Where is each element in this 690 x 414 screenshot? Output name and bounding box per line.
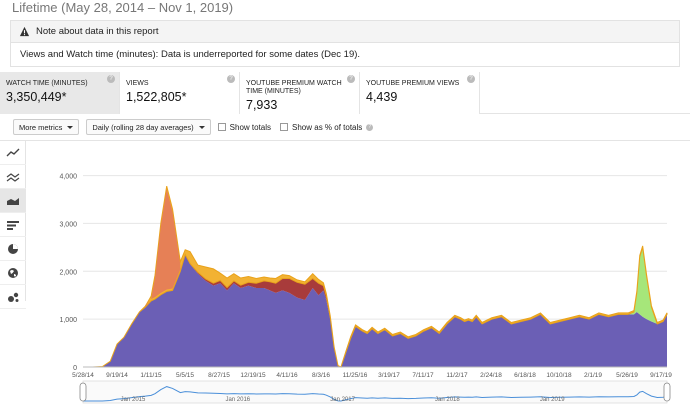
checkbox-box[interactable] — [280, 123, 289, 131]
stacked-area-chart-icon — [7, 197, 19, 205]
x-tick-label: 3/19/17 — [378, 372, 400, 379]
note-heading: Note about data in this report — [36, 26, 159, 37]
x-tick-label: 5/28/14 — [72, 372, 94, 379]
divider — [0, 140, 690, 141]
metric-tab-views[interactable]: VIEWS 1,522,805* ? — [120, 72, 240, 114]
stacked-area-chart-button[interactable] — [0, 189, 26, 213]
bar-chart-button[interactable] — [0, 213, 26, 237]
help-icon[interactable]: ? — [107, 75, 115, 83]
line-chart-button[interactable] — [0, 141, 26, 165]
area-series-0[interactable] — [83, 254, 667, 367]
x-tick-label: 5/26/19 — [616, 372, 638, 379]
metric-tab-premium-watch-time[interactable]: YOUTUBE PREMIUM WATCH TIME (MINUTES) 7,9… — [240, 72, 360, 114]
more-metrics-label: More metrics — [19, 122, 63, 132]
metric-label: YOUTUBE PREMIUM VIEWS — [366, 80, 460, 87]
y-tick-label: 4,000 — [59, 174, 77, 181]
report-title: Lifetime (May 28, 2014 – Nov 1, 2019) — [12, 0, 234, 15]
x-tick-label: 1/11/15 — [140, 372, 162, 379]
navigator-right-handle[interactable] — [663, 382, 671, 402]
multi-line-chart-icon — [6, 172, 20, 182]
chart-controls: More metrics Daily (rolling 28 day avera… — [13, 119, 382, 135]
metric-tabs: WATCH TIME (MINUTES) 3,350,449* ? VIEWS … — [0, 72, 690, 114]
x-tick-label: 7/11/17 — [412, 372, 434, 379]
x-tick-label: 12/19/15 — [240, 372, 266, 379]
help-icon[interactable]: ? — [366, 123, 374, 131]
metric-label: VIEWS — [126, 80, 149, 87]
bubble-chart-button[interactable] — [0, 285, 26, 309]
bar-chart-icon — [7, 220, 19, 230]
navigator-label: Jan 2015 — [121, 397, 146, 403]
pie-chart-button[interactable] — [0, 237, 26, 261]
y-tick-label: 0 — [73, 365, 77, 372]
globe-map-icon — [8, 267, 18, 278]
checkbox-box[interactable] — [217, 123, 226, 131]
metric-tab-watch-time[interactable]: WATCH TIME (MINUTES) 3,350,449* ? — [0, 72, 120, 114]
granularity-dropdown[interactable]: Daily (rolling 28 day averages) — [86, 119, 211, 135]
note-body: Views and Watch time (minutes): Data is … — [20, 49, 361, 60]
navigator-label: Jan 2019 — [540, 397, 565, 403]
metric-label: YOUTUBE PREMIUM WATCH TIME (MINUTES) — [246, 80, 342, 95]
multi-line-chart-button[interactable] — [0, 165, 26, 189]
metric-value: 7,933 — [246, 98, 278, 112]
x-tick-label: 5/5/15 — [176, 372, 194, 379]
navigator-label: Jan 2016 — [225, 397, 250, 403]
metric-value: 1,522,805* — [126, 90, 187, 104]
area-spike-overlay[interactable] — [145, 188, 181, 307]
metric-value: 3,350,449* — [6, 90, 67, 104]
show-percent-checkbox[interactable]: Show as % of totals ? — [280, 122, 374, 132]
note-header[interactable]: Note about data in this report — [11, 21, 679, 43]
navigator-line — [83, 386, 668, 402]
show-totals-label: Show totals — [229, 122, 272, 132]
navigator-label: Jan 2017 — [330, 397, 355, 403]
data-note-panel: Note about data in this report Views and… — [10, 20, 680, 67]
x-tick-label: 10/10/18 — [546, 372, 572, 379]
x-tick-label: 11/2/17 — [446, 372, 468, 379]
navigator-label: Jan 2018 — [435, 397, 460, 403]
help-icon[interactable]: ? — [347, 75, 355, 83]
metric-tab-premium-views[interactable]: YOUTUBE PREMIUM VIEWS 4,439 ? — [360, 72, 480, 114]
help-icon[interactable]: ? — [227, 75, 235, 83]
x-tick-label: 6/18/18 — [514, 372, 536, 379]
navigator-left-handle[interactable] — [79, 382, 87, 402]
metric-value: 4,439 — [366, 90, 398, 104]
line-chart-icon — [6, 148, 20, 156]
y-tick-label: 2,000 — [59, 269, 77, 276]
x-tick-label: 9/17/19 — [650, 372, 672, 379]
metric-label: WATCH TIME (MINUTES) — [6, 80, 88, 87]
help-icon[interactable]: ? — [467, 75, 475, 83]
bubble-chart-icon — [7, 292, 18, 302]
chart-type-sidebar — [0, 141, 26, 309]
x-tick-label: 11/25/16 — [343, 372, 368, 379]
x-tick-label: 8/3/16 — [312, 372, 330, 379]
more-metrics-dropdown[interactable]: More metrics — [13, 119, 80, 135]
warning-icon — [19, 26, 30, 37]
y-tick-label: 1,000 — [59, 317, 77, 324]
range-navigator[interactable] — [82, 380, 668, 404]
x-tick-label: 2/24/18 — [480, 372, 502, 379]
show-totals-checkbox[interactable]: Show totals — [217, 122, 272, 132]
x-tick-label: 9/19/14 — [106, 372, 128, 379]
chevron-down-icon — [198, 125, 205, 129]
watch-time-chart[interactable]: 0 1,000 2,000 3,000 4,000 5/28/14 9/19/14 1/11/… — [26, 141, 690, 414]
x-tick-label: 4/11/16 — [276, 372, 298, 379]
x-tick-label: 2/1/19 — [584, 372, 602, 379]
x-tick-label: 8/27/15 — [208, 372, 230, 379]
area-series-3[interactable] — [83, 185, 668, 368]
show-percent-label: Show as % of totals — [292, 122, 363, 132]
map-chart-button[interactable] — [0, 261, 26, 285]
pie-chart-icon — [8, 243, 18, 254]
granularity-label: Daily (rolling 28 day averages) — [92, 122, 194, 132]
y-tick-label: 3,000 — [59, 221, 77, 228]
chevron-down-icon — [67, 125, 74, 129]
